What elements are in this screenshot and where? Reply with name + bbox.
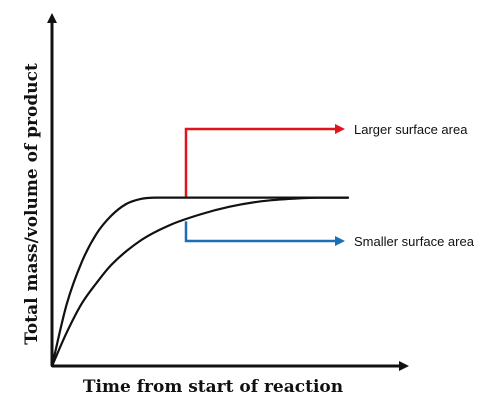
- annotation-arrow-smaller-surface-area: [184, 221, 345, 246]
- axes: [47, 13, 409, 371]
- series-line-larger-surface-area: [50, 196, 350, 368]
- annotations: Larger surface area Smaller surface area: [184, 122, 475, 249]
- annotation-label-smaller-surface-area: Smaller surface area: [354, 234, 475, 249]
- y-axis-label: Total mass/volume of product: [22, 63, 42, 345]
- series-layer: [50, 196, 350, 368]
- annotation-arrow-larger-surface-area: [184, 124, 345, 197]
- annotation-label-larger-surface-area: Larger surface area: [354, 122, 468, 137]
- series-line-smaller-surface-area: [50, 196, 350, 368]
- x-axis-label: Time from start of reaction: [83, 377, 343, 397]
